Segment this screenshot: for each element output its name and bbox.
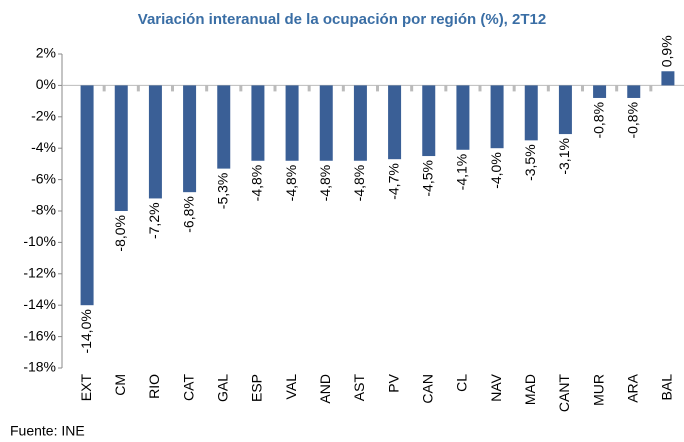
x-tick-label: EXT <box>78 374 94 402</box>
x-tick-label: CAN <box>419 374 435 404</box>
bar <box>422 85 436 157</box>
value-label: -3,5% <box>522 144 538 181</box>
bar <box>183 85 197 193</box>
y-tick-label: -18% <box>23 359 56 375</box>
y-tick-label: -12% <box>23 265 56 281</box>
y-tick-label: -6% <box>31 170 56 186</box>
y-tick-label: 2% <box>36 45 56 61</box>
bar <box>388 85 402 160</box>
bar <box>319 85 333 161</box>
x-tick-label: CANT <box>556 374 572 413</box>
value-label: -14,0% <box>78 309 94 353</box>
y-tick-label: -4% <box>31 139 56 155</box>
y-tick-label: -8% <box>31 202 56 218</box>
bar <box>353 85 367 161</box>
bar <box>456 85 470 150</box>
x-tick-label: CM <box>112 374 128 396</box>
bar <box>80 85 94 306</box>
value-label: -0,8% <box>590 102 606 139</box>
value-label: -4,8% <box>283 165 299 202</box>
value-label: 0,9% <box>659 35 675 67</box>
x-tick-label: MAD <box>522 374 538 405</box>
x-tick-label: BAL <box>659 374 675 401</box>
x-tick-label: AND <box>317 374 333 404</box>
value-label: -5,3% <box>214 173 230 210</box>
x-tick-label: NAV <box>488 373 504 401</box>
x-tick-label: GAL <box>214 374 230 402</box>
value-label: -4,8% <box>249 165 265 202</box>
value-label: -8,0% <box>112 215 128 252</box>
value-label: -7,2% <box>146 202 162 239</box>
value-label: -4,7% <box>385 163 401 200</box>
bar <box>217 85 231 169</box>
value-label: -4,0% <box>488 152 504 189</box>
x-tick-label: PV <box>385 373 401 392</box>
bar <box>661 71 675 86</box>
y-tick-label: -14% <box>23 296 56 312</box>
bar <box>490 85 504 149</box>
source-note: Fuente: INE <box>10 423 85 439</box>
x-tick-label: MUR <box>590 374 606 406</box>
x-tick-label: VAL <box>283 374 299 400</box>
value-label: -4,8% <box>351 165 367 202</box>
x-tick-label: CAT <box>180 374 196 401</box>
value-label: -4,1% <box>454 154 470 191</box>
bar <box>627 85 641 98</box>
y-tick-label: -2% <box>31 108 56 124</box>
value-label: -6,8% <box>180 196 196 233</box>
y-tick-label: -10% <box>23 233 56 249</box>
value-label: -4,5% <box>419 160 435 197</box>
x-tick-label: AST <box>351 374 367 402</box>
bar <box>148 85 162 199</box>
bar <box>114 85 128 211</box>
bar <box>558 85 572 135</box>
value-label: -4,8% <box>317 165 333 202</box>
bar <box>593 85 607 98</box>
x-tick-label: CL <box>454 374 470 392</box>
bar <box>524 85 538 141</box>
x-tick-label: RIO <box>146 374 162 399</box>
y-tick-label: -16% <box>23 327 56 343</box>
value-label: -3,1% <box>556 138 572 175</box>
x-tick-label: ESP <box>249 374 265 402</box>
y-tick-label: 0% <box>36 76 56 92</box>
chart-title: Variación interanual de la ocupación por… <box>138 11 546 28</box>
bar <box>285 85 299 161</box>
bar <box>251 85 265 161</box>
x-tick-label: ARA <box>624 373 640 402</box>
value-label: -0,8% <box>624 102 640 139</box>
